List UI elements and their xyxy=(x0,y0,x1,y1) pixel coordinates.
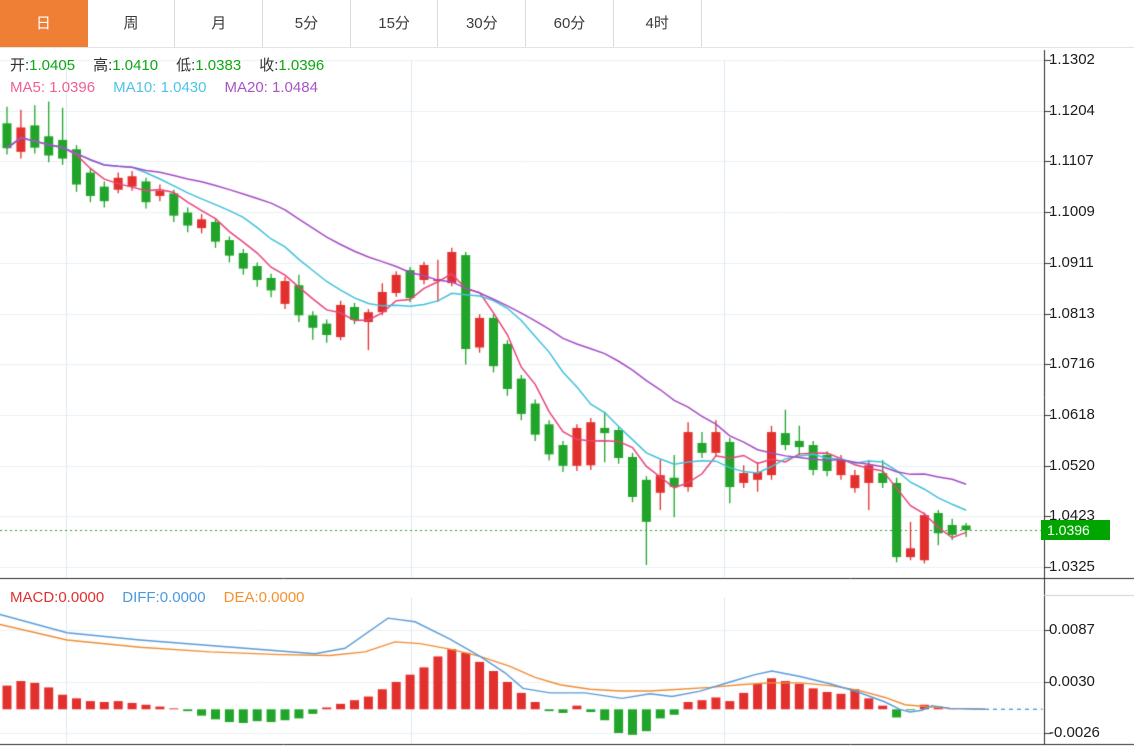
tab-4hour[interactable]: 4时 xyxy=(613,0,702,47)
tab-60min[interactable]: 60分 xyxy=(526,0,614,47)
tab-day[interactable]: 日 xyxy=(0,0,88,47)
candlestick-chart[interactable] xyxy=(0,47,1134,750)
tab-5min[interactable]: 5分 xyxy=(263,0,351,47)
tab-month[interactable]: 月 xyxy=(175,0,264,47)
tab-30min[interactable]: 30分 xyxy=(438,0,527,47)
tab-15min[interactable]: 15分 xyxy=(350,0,439,47)
timeframe-tabbar: 日 周 月 5分 15分 30分 60分 4时 xyxy=(0,0,1134,48)
tab-week[interactable]: 周 xyxy=(87,0,176,47)
